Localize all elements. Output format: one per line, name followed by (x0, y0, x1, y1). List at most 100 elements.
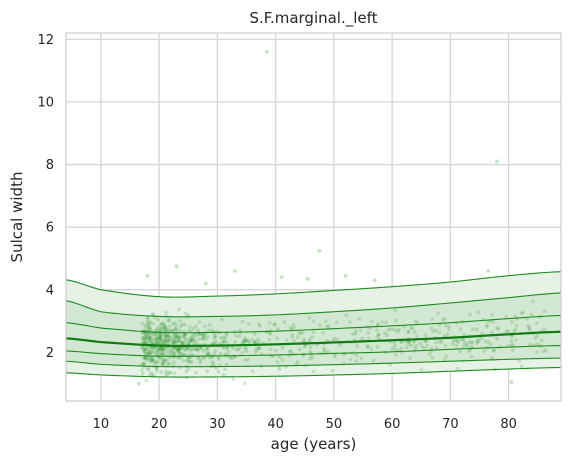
scatter-point (283, 320, 287, 324)
scatter-point (256, 337, 260, 341)
y-tick-label: 10 (37, 95, 54, 110)
scatter-point (161, 363, 165, 367)
scatter-point-outlier (373, 279, 377, 283)
scatter-point (477, 310, 481, 314)
scatter-point (233, 340, 237, 344)
scatter-point (445, 332, 449, 336)
scatter-point (205, 369, 209, 373)
scatter-point (296, 360, 300, 364)
scatter-point (192, 338, 196, 342)
x-tick-label: 30 (209, 417, 226, 432)
scatter-point (414, 347, 418, 351)
scatter-point (335, 321, 339, 325)
scatter-point-outlier (233, 269, 237, 273)
scatter-point (326, 350, 330, 354)
scatter-point (318, 323, 322, 327)
scatter-point (188, 325, 192, 329)
scatter-point (290, 333, 294, 337)
scatter-point (245, 346, 249, 350)
scatter-point (467, 349, 471, 353)
scatter-point (251, 369, 255, 373)
scatter-point (309, 346, 313, 350)
scatter-point (152, 346, 156, 350)
scatter-point (485, 323, 489, 327)
scatter-point (443, 344, 447, 348)
scatter-point (533, 336, 537, 340)
scatter-point (175, 324, 179, 328)
scatter-point (312, 330, 316, 334)
scatter-point-outlier (265, 50, 269, 54)
scatter-point (510, 320, 514, 324)
scatter-point (517, 359, 521, 363)
scatter-point (431, 329, 435, 333)
x-tick-label: 10 (93, 417, 110, 432)
scatter-point (515, 324, 519, 328)
x-tick-label: 60 (384, 417, 401, 432)
scatter-point (345, 313, 349, 317)
scatter-point (214, 335, 218, 339)
scatter-point (415, 335, 419, 339)
scatter-point (178, 357, 182, 361)
scatter-point (274, 349, 278, 353)
scatter-point (431, 356, 435, 360)
scatter-point (278, 367, 282, 371)
scatter-point (544, 348, 548, 352)
y-axis-label: Sulcal width (8, 172, 26, 263)
scatter-point (221, 341, 225, 345)
scatter-point (236, 348, 240, 352)
scatter-point (190, 335, 194, 339)
scatter-point (246, 358, 250, 362)
scatter-point (454, 344, 458, 348)
scatter-point (240, 351, 244, 355)
scatter-point (308, 350, 312, 354)
scatter-point (497, 327, 501, 331)
scatter-point (390, 347, 394, 351)
scatter-point (434, 341, 438, 345)
scatter-point (163, 339, 167, 343)
scatter-point (385, 334, 389, 338)
scatter-point (223, 367, 227, 371)
scatter-point (297, 332, 301, 336)
scatter-point (376, 322, 380, 326)
scatter-point (276, 327, 280, 331)
x-tick-label: 70 (442, 417, 459, 432)
scatter-point (506, 329, 510, 333)
scatter-point (435, 346, 439, 350)
scatter-point (142, 357, 146, 361)
scatter-point (197, 349, 201, 353)
scatter-point (338, 343, 342, 347)
scatter-point (151, 322, 155, 326)
scatter-point (504, 315, 508, 319)
scatter-point (247, 322, 251, 326)
scatter-point (333, 337, 337, 341)
scatter-point (509, 339, 513, 343)
scatter-point-outlier (306, 277, 310, 281)
scatter-point (141, 372, 145, 376)
scatter-point (354, 359, 358, 363)
scatter-point (232, 377, 236, 381)
scatter-point (202, 349, 206, 353)
chart-title: S.F.marginal._left (249, 9, 377, 28)
scatter-point (511, 348, 515, 352)
scatter-point (173, 340, 177, 344)
scatter-point (189, 338, 193, 342)
scatter-point (528, 328, 532, 332)
scatter-point (321, 331, 325, 335)
scatter-point (437, 330, 441, 334)
scatter-point-outlier (175, 264, 179, 268)
scatter-point (491, 320, 495, 324)
scatter-point (355, 344, 359, 348)
scatter-point (268, 321, 272, 325)
scatter-point (296, 336, 300, 340)
scatter-point (292, 326, 296, 330)
scatter-point (495, 337, 499, 341)
scatter-point (258, 324, 262, 328)
scatter-point-outlier (510, 380, 514, 384)
scatter-point (168, 330, 172, 334)
scatter-point (275, 360, 279, 364)
scatter-point (543, 327, 547, 331)
y-tick-label: 8 (46, 158, 54, 173)
scatter-point (198, 320, 202, 324)
